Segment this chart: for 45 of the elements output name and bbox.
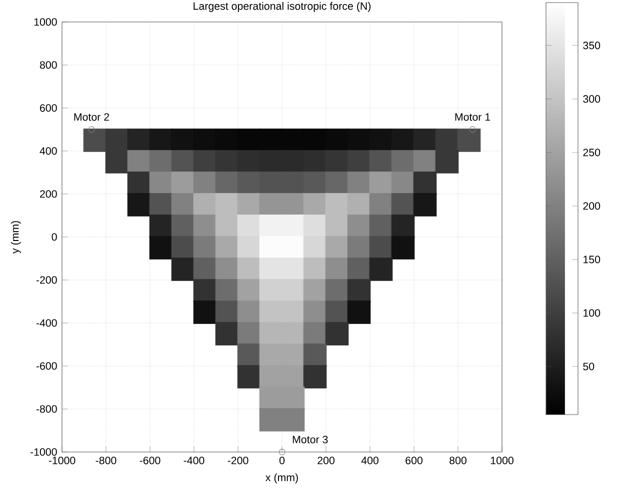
- point: [278, 448, 286, 456]
- color-bar-label: 100: [584, 309, 600, 317]
- color-bar-label: 150: [584, 256, 600, 264]
- color-bar-label: 300: [583, 95, 600, 103]
- x-tick-label: 400: [361, 456, 378, 464]
- x-axis-title: x (mm): [266, 473, 298, 484]
- y-tick-label: 1000: [34, 18, 57, 26]
- x-tick-label: -800: [96, 456, 116, 464]
- x-tick-label: -600: [140, 456, 160, 464]
- x-tick-label: 200: [318, 456, 334, 464]
- color-bar-label: 350: [583, 42, 600, 50]
- chart-title: Largest operational isotropic force (N): [194, 2, 371, 12]
- y-tick-label: 0: [52, 233, 57, 241]
- y-tick-label: -200: [36, 276, 57, 284]
- annotation: Motor 1: [455, 113, 490, 121]
- point: [88, 126, 95, 133]
- x-tick-label: -1000: [48, 456, 76, 464]
- point: [281, 408, 305, 432]
- y-tick-label: 200: [40, 190, 57, 198]
- x-tick-label: 1000: [490, 456, 514, 464]
- y-tick-label: -400: [36, 319, 57, 327]
- annotation: Motor 3: [292, 436, 328, 444]
- x-tick-label: 0: [279, 456, 285, 464]
- y-tick-label: 400: [40, 147, 57, 155]
- x-tick-label: -200: [228, 456, 248, 464]
- y-tick-label: -1000: [30, 448, 57, 456]
- y-tick-label: 600: [40, 104, 57, 112]
- point: [435, 150, 459, 174]
- point: [413, 193, 437, 216]
- point: [105, 150, 129, 174]
- point: [281, 386, 305, 410]
- color-bar-label: 50: [583, 362, 594, 370]
- color-bar-label: 200: [583, 202, 600, 210]
- annotation: Motor 2: [74, 113, 110, 121]
- y-tick-label: -800: [36, 405, 57, 413]
- y-axis-title: y (mm): [10, 221, 21, 254]
- color-bar-label: 250: [583, 148, 600, 156]
- y-tick-label: -600: [36, 362, 57, 370]
- x-tick-label: -400: [184, 456, 204, 464]
- x-tick-label: 600: [406, 456, 422, 464]
- y-tick-label: 800: [40, 61, 57, 69]
- x-tick-label: 800: [450, 456, 466, 464]
- point: [469, 126, 476, 133]
- point: [127, 193, 151, 216]
- point: [259, 408, 283, 432]
